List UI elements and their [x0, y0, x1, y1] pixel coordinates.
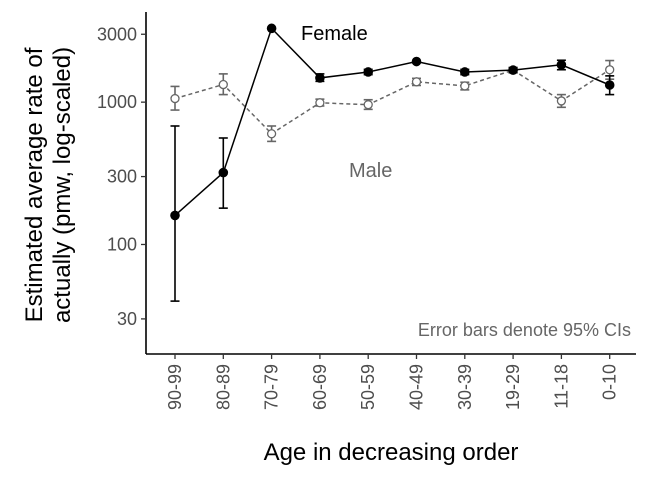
x-tick-label: 11-18 — [551, 364, 571, 409]
y-tick-label: 300 — [107, 167, 137, 187]
x-tick-label: 80-89 — [213, 364, 233, 410]
y-tick-label: 30 — [117, 309, 137, 329]
female-data-point — [411, 56, 422, 67]
female-data-point — [556, 60, 567, 70]
x-tick-label: 40-49 — [407, 364, 427, 410]
y-tick-label: 3000 — [97, 24, 137, 44]
x-tick-label: 0-10 — [600, 364, 620, 400]
series-layer — [170, 23, 615, 302]
male-data-point — [411, 77, 422, 87]
male-data-point — [605, 65, 615, 75]
error-bar-note: Error bars denote 95% CIs — [418, 320, 631, 340]
y-axis-title-line2: actually (pmw, log-scaled) — [49, 47, 76, 323]
x-tick-label: 19-29 — [503, 364, 523, 410]
x-tick-label: 70-79 — [262, 364, 282, 410]
female-series-line — [174, 26, 610, 216]
female-data-point — [508, 65, 518, 75]
male-series-label: Male — [349, 160, 392, 182]
female-data-point — [604, 80, 615, 90]
x-tick-label: 90-99 — [165, 364, 185, 410]
labels: Estimated average rate of actually (pmw,… — [21, 23, 631, 466]
x-axis-title: Age in decreasing order — [264, 439, 519, 466]
female-data-point — [363, 67, 374, 77]
male-data-point — [218, 79, 228, 90]
male-data-point — [170, 93, 180, 104]
female-data-point — [266, 23, 277, 34]
male-data-point — [363, 100, 373, 110]
female-data-point — [218, 167, 229, 178]
male-data-point — [556, 96, 567, 106]
female-series-label: Female — [301, 23, 368, 45]
x-tick-label: 30-39 — [455, 364, 475, 410]
axes: 30 100 300 1000 3000 90-99 80-89 70-79 60-69 50-5… — [97, 12, 636, 410]
female-series — [170, 23, 615, 302]
male-data-point — [315, 98, 325, 108]
y-tick-label: 1000 — [97, 92, 137, 112]
x-tick-label: 60-69 — [310, 364, 330, 410]
x-tick-label: 50-59 — [358, 364, 378, 410]
female-data-point — [460, 67, 470, 77]
y-axis-title-line1: Estimated average rate of — [21, 47, 48, 322]
male-series-line — [174, 69, 611, 135]
y-tick-label: 100 — [107, 234, 137, 254]
female-data-point — [170, 210, 180, 221]
male-data-point — [460, 81, 470, 91]
female-data-point — [315, 73, 325, 83]
male-data-point — [266, 129, 277, 139]
